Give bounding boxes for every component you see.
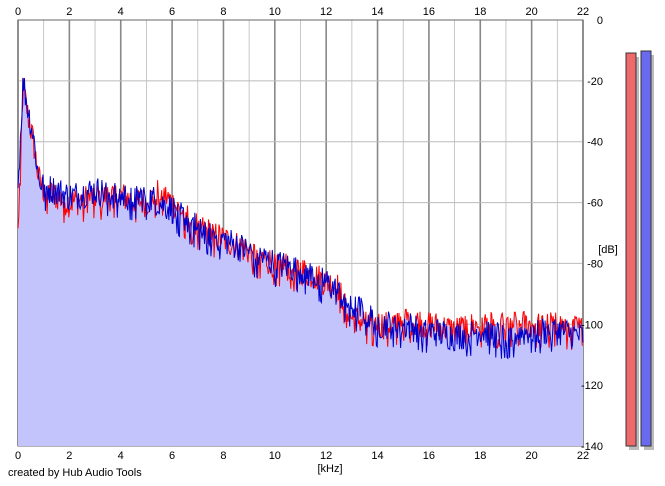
x-tick-label-top: 4 xyxy=(118,6,124,18)
credit-text: created by Hub Audio Tools xyxy=(8,467,142,479)
x-tick-label-bottom: 12 xyxy=(320,450,332,462)
series-line-1 xyxy=(17,77,584,360)
x-tick-label-top: 20 xyxy=(526,6,538,18)
level-meter-bar xyxy=(625,52,637,447)
y-tick-label: -60 xyxy=(587,198,603,210)
x-tick-label-top: 10 xyxy=(269,6,281,18)
x-tick-label-top: 0 xyxy=(15,6,21,18)
x-tick-label-bottom: 6 xyxy=(169,450,175,462)
x-tick-label-bottom: 20 xyxy=(526,450,538,462)
x-tick-label-bottom: 14 xyxy=(371,450,383,462)
y-tick-label: -20 xyxy=(587,76,603,88)
x-tick-label-bottom: 16 xyxy=(423,450,435,462)
x-tick-label-bottom: 22 xyxy=(577,450,589,462)
level-meters xyxy=(625,50,654,450)
x-axis-label: [kHz] xyxy=(317,463,342,475)
x-tick-label-top: 16 xyxy=(423,6,435,18)
x-tick-label-bottom: 0 xyxy=(15,450,21,462)
x-tick-label-bottom: 8 xyxy=(220,450,226,462)
x-tick-label-top: 18 xyxy=(474,6,486,18)
y-tick-label: -40 xyxy=(587,137,603,149)
x-tick-label-top: 6 xyxy=(169,6,175,18)
x-tick-label-top: 2 xyxy=(66,6,72,18)
x-tick-label-bottom: 4 xyxy=(118,450,124,462)
y-tick-label: -120 xyxy=(581,380,603,392)
x-tick-label-top: 8 xyxy=(220,6,226,18)
y-tick-label: -140 xyxy=(581,441,603,453)
x-tick-label-top: 12 xyxy=(320,6,332,18)
y-axis-label: [dB] xyxy=(598,244,618,256)
tick-labels: 002244668810101212141416161818202022220-… xyxy=(15,6,603,462)
y-tick-label: 0 xyxy=(597,15,603,27)
x-tick-label-top: 22 xyxy=(577,6,589,18)
series-layer xyxy=(17,77,584,360)
x-tick-label-bottom: 2 xyxy=(66,450,72,462)
y-tick-label: -100 xyxy=(581,319,603,331)
x-tick-label-bottom: 18 xyxy=(474,450,486,462)
x-tick-label-bottom: 10 xyxy=(269,450,281,462)
x-tick-label-top: 14 xyxy=(371,6,383,18)
spectrum-fill-area xyxy=(18,77,583,447)
y-tick-label: -80 xyxy=(587,258,603,270)
level-meter-bar xyxy=(640,50,652,447)
